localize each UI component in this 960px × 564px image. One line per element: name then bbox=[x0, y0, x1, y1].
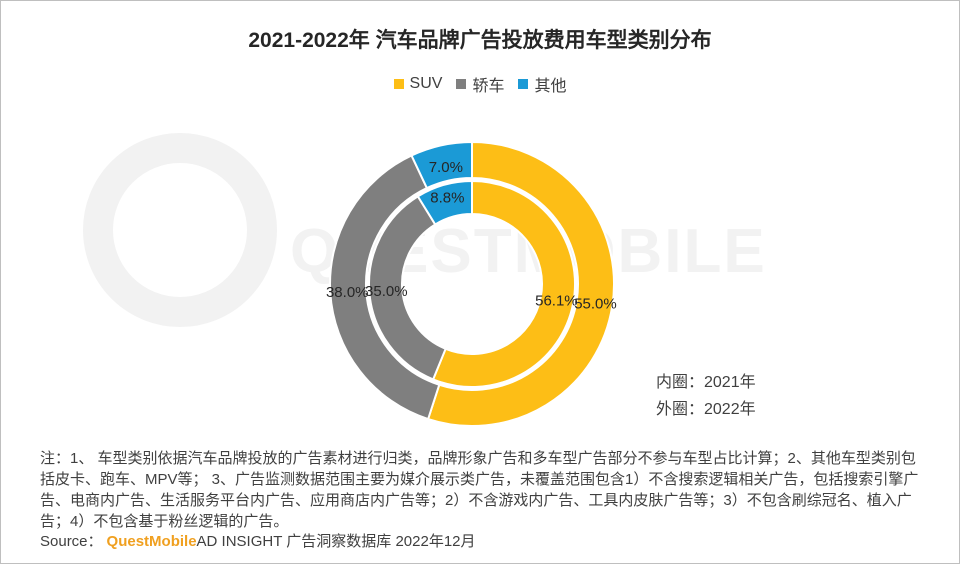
chart-title: 2021-2022年 汽车品牌广告投放费用车型类别分布 bbox=[248, 29, 712, 52]
legend-swatch-suv bbox=[393, 79, 404, 89]
legend-swatch-other bbox=[518, 79, 529, 89]
outer-ring-slice-sedan bbox=[329, 154, 441, 421]
source-prefix: Source： bbox=[40, 533, 103, 550]
outer-ring-slice-suv bbox=[426, 140, 615, 427]
outer-ring-note: 外圈：2022年 bbox=[656, 401, 756, 418]
legend-label-suv: SUV bbox=[409, 75, 443, 92]
inner-ring-label-other: 8.8% bbox=[430, 189, 464, 206]
outer-ring-label-other: 7.0% bbox=[429, 159, 463, 176]
legend-item-sedan: 轿车 bbox=[456, 72, 504, 96]
legend-item-other: 其他 bbox=[518, 72, 566, 96]
legend-item-suv: SUV bbox=[393, 72, 443, 96]
legend-label-sedan: 轿车 bbox=[472, 78, 505, 95]
legend-swatch-sedan bbox=[456, 79, 467, 89]
source-suffix: AD INSIGHT 广告洞察数据库 2022年12月 bbox=[196, 533, 476, 550]
inner-ring-label-suv: 56.1% bbox=[535, 293, 578, 310]
legend: SUV 轿车 其他 bbox=[0, 72, 960, 96]
source-line: Source： QuestMobile AD INSIGHT 广告洞察数据库 2… bbox=[40, 530, 476, 551]
outer-ring-label-suv: 55.0% bbox=[574, 296, 617, 313]
inner-ring-slice-other bbox=[416, 179, 473, 226]
footnote: 注：1、 车型类别依据汽车品牌投放的广告素材进行归类，品牌形象广告和多车型广告部… bbox=[40, 450, 919, 530]
legend-label-other: 其他 bbox=[534, 78, 567, 95]
inner-ring-label-sedan: 35.0% bbox=[365, 283, 408, 300]
inner-ring-note: 内圈：2021年 bbox=[656, 374, 756, 391]
source-brand: QuestMobile bbox=[106, 533, 197, 550]
outer-ring-slice-other bbox=[410, 140, 473, 190]
inner-ring-slice-suv bbox=[431, 179, 576, 388]
outer-ring-label-sedan: 38.0% bbox=[326, 284, 369, 301]
watermark-logo-icon bbox=[83, 133, 277, 327]
